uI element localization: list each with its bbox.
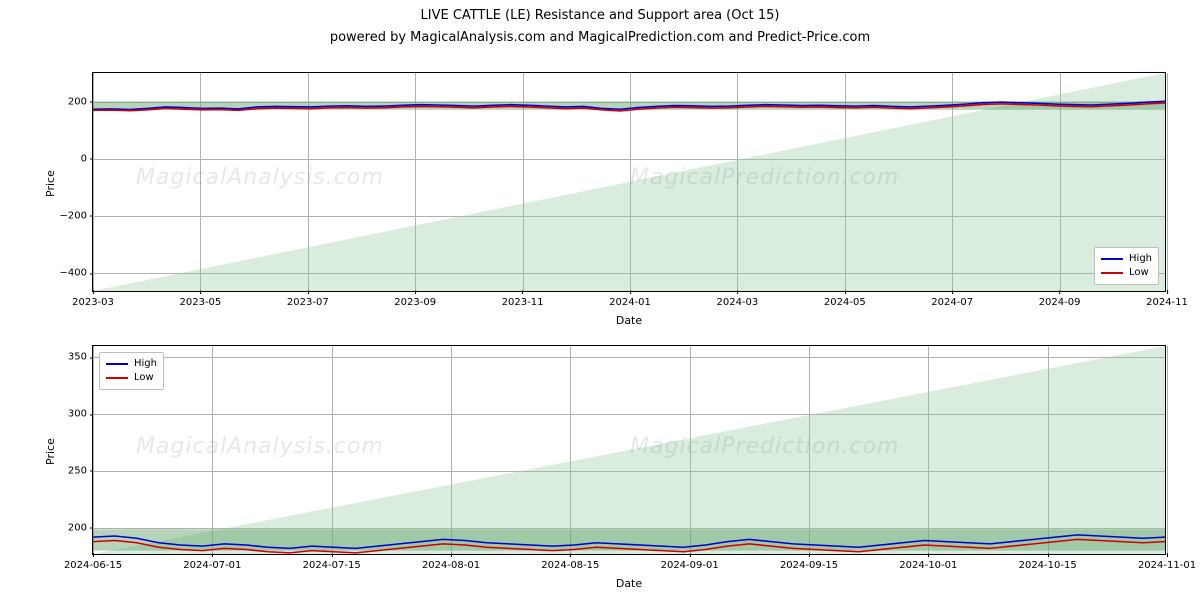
xtick-label: 2023-11 xyxy=(502,291,544,308)
ytick-label: 200 xyxy=(68,96,93,107)
xtick-label: 2024-03 xyxy=(716,291,758,308)
xtick-label: 2024-08-15 xyxy=(541,554,599,571)
xtick-label: 2024-01 xyxy=(609,291,651,308)
ytick-label: −400 xyxy=(60,268,93,279)
xtick-label: 2024-11 xyxy=(1146,291,1188,308)
xtick-label: 2024-08-01 xyxy=(422,554,480,571)
xtick-label: 2024-06-15 xyxy=(64,554,122,571)
ytick-label: 200 xyxy=(68,522,93,533)
xtick-label: 2024-09-01 xyxy=(661,554,719,571)
chart-subtitle: powered by MagicalAnalysis.com and Magic… xyxy=(0,30,1200,45)
ytick-label: −200 xyxy=(60,210,93,221)
top-xlabel: Date xyxy=(92,314,1166,327)
top-legend: HighLow xyxy=(1094,247,1159,285)
ytick-label: 300 xyxy=(68,409,93,420)
figure: LIVE CATTLE (LE) Resistance and Support … xyxy=(0,0,1200,600)
xtick-label: 2024-07-15 xyxy=(303,554,361,571)
chart-title: LIVE CATTLE (LE) Resistance and Support … xyxy=(0,8,1200,23)
gridline-v xyxy=(1167,346,1168,554)
top-chart-plot xyxy=(93,73,1165,291)
legend-item: High xyxy=(1101,252,1152,266)
xtick-label: 2023-05 xyxy=(179,291,221,308)
ytick-label: 250 xyxy=(68,465,93,476)
legend-swatch xyxy=(1101,258,1123,260)
bottom-chart-plot xyxy=(93,346,1165,554)
xtick-label: 2024-07 xyxy=(931,291,973,308)
legend-swatch xyxy=(106,377,128,379)
legend-label: Low xyxy=(1129,266,1149,280)
legend-swatch xyxy=(1101,272,1123,274)
triangle-fill xyxy=(93,346,1165,554)
xtick-label: 2024-05 xyxy=(824,291,866,308)
gridline-v xyxy=(1167,73,1168,291)
legend-label: Low xyxy=(134,371,154,385)
bottom-ylabel: Price xyxy=(44,438,57,465)
legend-item: Low xyxy=(1101,266,1152,280)
legend-swatch xyxy=(106,363,128,365)
xtick-label: 2024-11-01 xyxy=(1138,554,1196,571)
xtick-label: 2024-07-01 xyxy=(183,554,241,571)
xtick-label: 2023-03 xyxy=(72,291,114,308)
xtick-label: 2024-10-01 xyxy=(899,554,957,571)
xtick-label: 2024-09-15 xyxy=(780,554,838,571)
xtick-label: 2024-09 xyxy=(1039,291,1081,308)
xtick-label: 2023-09 xyxy=(394,291,436,308)
ytick-label: 350 xyxy=(68,352,93,363)
legend-label: High xyxy=(134,357,157,371)
bottom-chart-axes: HighLow MagicalAnalysis.com MagicalPredi… xyxy=(92,345,1166,555)
xtick-label: 2023-07 xyxy=(287,291,329,308)
ytick-label: 0 xyxy=(81,153,93,164)
bottom-legend: HighLow xyxy=(99,352,164,390)
top-ylabel: Price xyxy=(44,170,57,197)
legend-item: High xyxy=(106,357,157,371)
bottom-xlabel: Date xyxy=(92,577,1166,590)
legend-label: High xyxy=(1129,252,1152,266)
top-chart-axes: HighLow MagicalAnalysis.com MagicalPredi… xyxy=(92,72,1166,292)
legend-item: Low xyxy=(106,371,157,385)
xtick-label: 2024-10-15 xyxy=(1019,554,1077,571)
